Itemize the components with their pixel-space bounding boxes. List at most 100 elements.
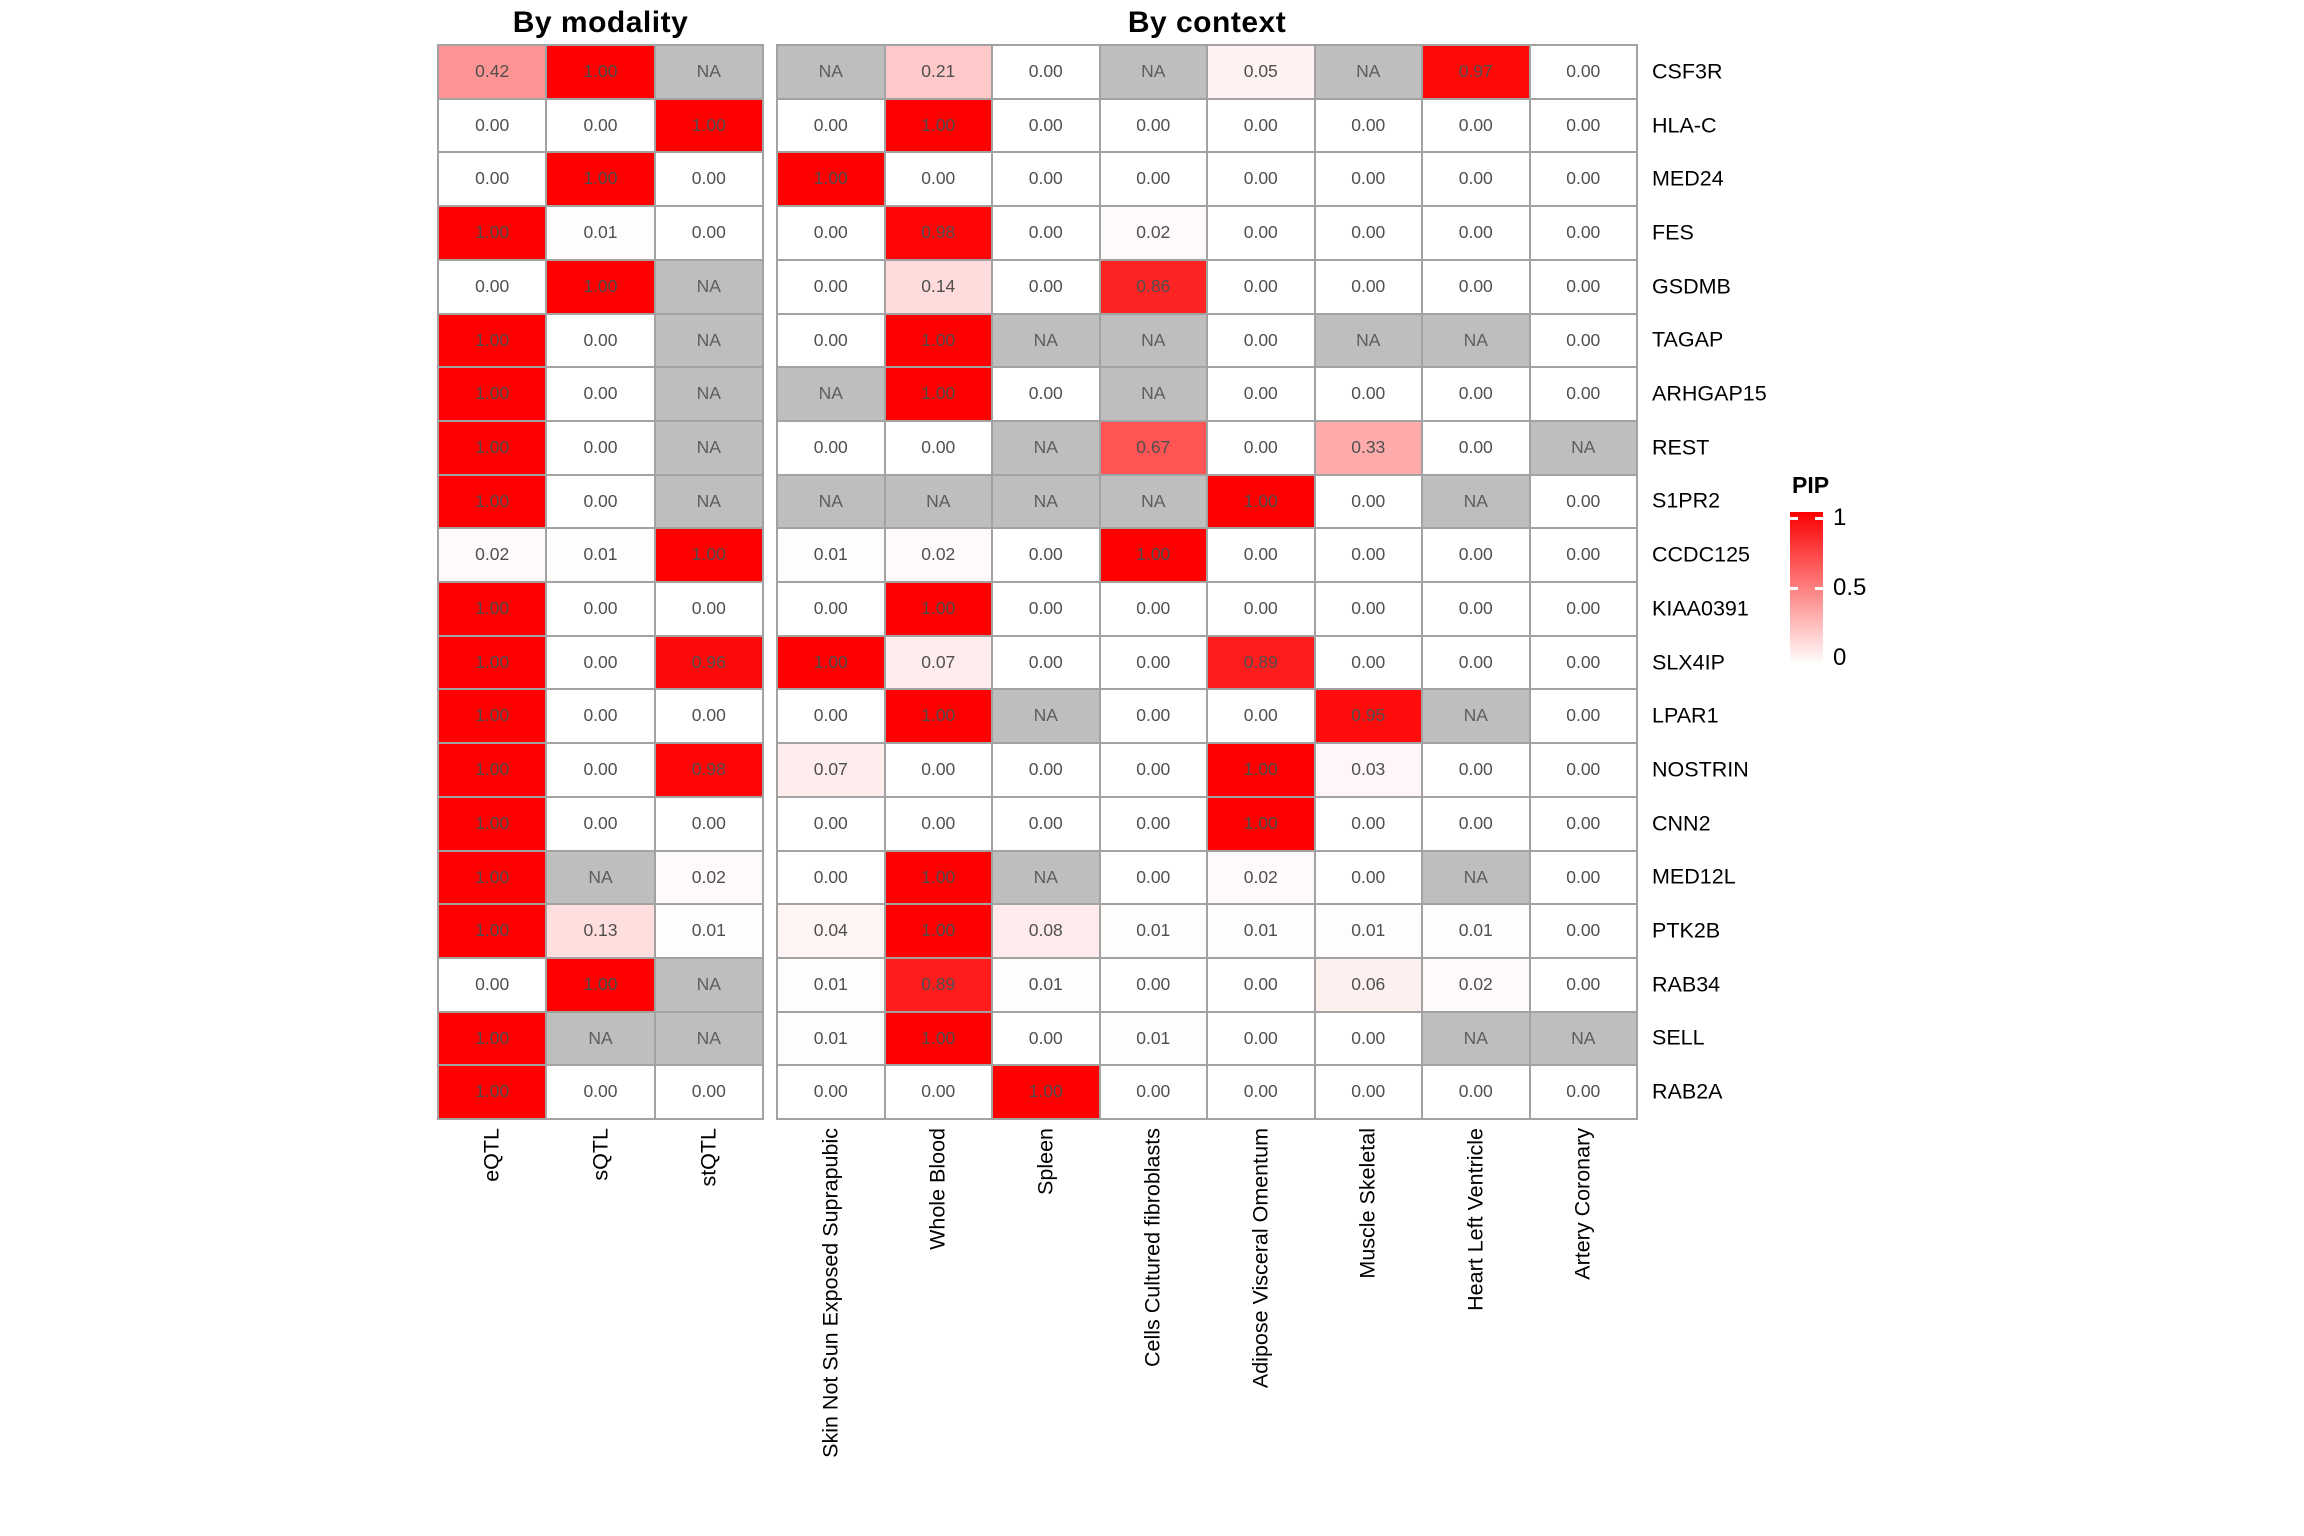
cell-RAB34-Artery-Coronary: 0.00 xyxy=(1530,958,1636,1011)
cell-LPAR1-Cells-Cultured-fibroblasts: 0.00 xyxy=(1100,690,1206,743)
cell-MED24-Spleen: 0.00 xyxy=(993,153,1099,206)
cell-ARHGAP15-stQTL: NA xyxy=(655,368,762,420)
cell-MED24-Whole-Blood: 0.00 xyxy=(885,153,991,206)
cell-GSDMB-stQTL: NA xyxy=(655,260,762,313)
cell-ARHGAP15-Whole-Blood: 1.00 xyxy=(885,368,991,420)
cell-ARHGAP15-Adipose-Visceral-Omentum: 0.00 xyxy=(1208,368,1314,420)
legend-title: PIP xyxy=(1792,472,1830,498)
cell-S1PR2-Cells-Cultured-fibroblasts: NA xyxy=(1100,475,1206,528)
cell-GSDMB-Whole-Blood: 0.14 xyxy=(885,260,991,313)
cell-HLA-C-Skin-Not-Sun-Exposed-Suprapubic: 0.00 xyxy=(778,99,884,152)
cell-NOSTRIN-Muscle-Skeletal: 0.03 xyxy=(1315,744,1421,796)
cell-HLA-C-sQTL: 0.00 xyxy=(547,99,654,152)
gene-label-S1PR2: S1PR2 xyxy=(1652,488,1721,513)
cell-GSDMB-Heart-Left-Ventricle: 0.00 xyxy=(1423,260,1529,313)
cell-MED12L-Muscle-Skeletal: 0.00 xyxy=(1315,851,1421,904)
gene-label-CSF3R: CSF3R xyxy=(1652,59,1723,84)
cell-LPAR1-stQTL: 0.00 xyxy=(655,690,762,743)
cell-RAB2A-eQTL: 1.00 xyxy=(439,1066,546,1118)
cell-SLX4IP-sQTL: 0.00 xyxy=(547,636,654,689)
gene-label-FES: FES xyxy=(1652,220,1694,245)
column-label-Spleen: Spleen xyxy=(1033,1128,1058,1195)
cell-SLX4IP-Artery-Coronary: 0.00 xyxy=(1530,636,1636,689)
cell-CCDC125-Spleen: 0.00 xyxy=(993,529,1099,581)
cell-SELL-Adipose-Visceral-Omentum: 0.00 xyxy=(1208,1012,1314,1065)
cell-PTK2B-stQTL: 0.01 xyxy=(655,905,762,957)
cell-FES-Artery-Coronary: 0.00 xyxy=(1530,207,1636,259)
cell-RAB34-Cells-Cultured-fibroblasts: 0.00 xyxy=(1100,958,1206,1011)
cell-MED12L-Cells-Cultured-fibroblasts: 0.00 xyxy=(1100,851,1206,904)
cell-FES-Adipose-Visceral-Omentum: 0.00 xyxy=(1208,207,1314,259)
cell-NOSTRIN-Spleen: 0.00 xyxy=(993,744,1099,796)
cell-LPAR1-Spleen: NA xyxy=(993,690,1099,743)
cell-NOSTRIN-eQTL: 1.00 xyxy=(439,744,546,796)
cell-S1PR2-eQTL: 1.00 xyxy=(439,475,546,528)
cell-PTK2B-Artery-Coronary: 0.00 xyxy=(1530,905,1636,957)
cell-TAGAP-Artery-Coronary: 0.00 xyxy=(1530,314,1636,367)
cell-RAB2A-Adipose-Visceral-Omentum: 0.00 xyxy=(1208,1066,1314,1118)
cell-S1PR2-Whole-Blood: NA xyxy=(885,475,991,528)
cell-TAGAP-eQTL: 1.00 xyxy=(439,314,546,367)
cell-TAGAP-Skin-Not-Sun-Exposed-Suprapubic: 0.00 xyxy=(778,314,884,367)
gene-label-LPAR1: LPAR1 xyxy=(1652,703,1719,728)
cell-MED24-eQTL: 0.00 xyxy=(439,153,546,206)
cell-MED24-Adipose-Visceral-Omentum: 0.00 xyxy=(1208,153,1314,206)
cell-CNN2-Cells-Cultured-fibroblasts: 0.00 xyxy=(1100,797,1206,850)
cell-TAGAP-stQTL: NA xyxy=(655,314,762,367)
cell-CSF3R-Adipose-Visceral-Omentum: 0.05 xyxy=(1208,46,1314,98)
cell-ARHGAP15-Cells-Cultured-fibroblasts: NA xyxy=(1100,368,1206,420)
cell-S1PR2-Skin-Not-Sun-Exposed-Suprapubic: NA xyxy=(778,475,884,528)
cell-FES-Cells-Cultured-fibroblasts: 0.02 xyxy=(1100,207,1206,259)
cell-CNN2-Spleen: 0.00 xyxy=(993,797,1099,850)
cell-NOSTRIN-sQTL: 0.00 xyxy=(547,744,654,796)
cell-MED12L-Heart-Left-Ventricle: NA xyxy=(1423,851,1529,904)
gene-label-ARHGAP15: ARHGAP15 xyxy=(1652,381,1767,406)
cell-CNN2-Heart-Left-Ventricle: 0.00 xyxy=(1423,797,1529,850)
cell-S1PR2-sQTL: 0.00 xyxy=(547,475,654,528)
gene-label-HLA-C: HLA-C xyxy=(1652,113,1717,138)
cell-LPAR1-eQTL: 1.00 xyxy=(439,690,546,743)
gene-label-CNN2: CNN2 xyxy=(1652,811,1711,836)
cell-CCDC125-stQTL: 1.00 xyxy=(655,529,762,581)
cell-RAB2A-Whole-Blood: 0.00 xyxy=(885,1066,991,1118)
cell-CNN2-Skin-Not-Sun-Exposed-Suprapubic: 0.00 xyxy=(778,797,884,850)
cell-SELL-Cells-Cultured-fibroblasts: 0.01 xyxy=(1100,1012,1206,1065)
gene-label-REST: REST xyxy=(1652,435,1710,460)
cell-ARHGAP15-sQTL: 0.00 xyxy=(547,368,654,420)
cell-NOSTRIN-Whole-Blood: 0.00 xyxy=(885,744,991,796)
cell-MED12L-Artery-Coronary: 0.00 xyxy=(1530,851,1636,904)
cell-HLA-C-Cells-Cultured-fibroblasts: 0.00 xyxy=(1100,99,1206,152)
cell-CCDC125-Heart-Left-Ventricle: 0.00 xyxy=(1423,529,1529,581)
cell-ARHGAP15-Muscle-Skeletal: 0.00 xyxy=(1315,368,1421,420)
cell-GSDMB-sQTL: 1.00 xyxy=(547,260,654,313)
cell-RAB34-sQTL: 1.00 xyxy=(547,958,654,1011)
cell-NOSTRIN-Adipose-Visceral-Omentum: 1.00 xyxy=(1208,744,1314,796)
legend-tick-0.5: 0.5 xyxy=(1833,574,1867,601)
cell-REST-Adipose-Visceral-Omentum: 0.00 xyxy=(1208,421,1314,474)
cell-LPAR1-Adipose-Visceral-Omentum: 0.00 xyxy=(1208,690,1314,743)
cell-ARHGAP15-Artery-Coronary: 0.00 xyxy=(1530,368,1636,420)
cell-SLX4IP-Cells-Cultured-fibroblasts: 0.00 xyxy=(1100,636,1206,689)
cell-RAB2A-Cells-Cultured-fibroblasts: 0.00 xyxy=(1100,1066,1206,1118)
column-label-Heart-Left-Ventricle: Heart Left Ventricle xyxy=(1463,1128,1488,1311)
cell-RAB34-Skin-Not-Sun-Exposed-Suprapubic: 0.01 xyxy=(778,958,884,1011)
cell-LPAR1-Whole-Blood: 1.00 xyxy=(885,690,991,743)
cell-REST-stQTL: NA xyxy=(655,421,762,474)
cell-MED24-sQTL: 1.00 xyxy=(547,153,654,206)
cell-PTK2B-Heart-Left-Ventricle: 0.01 xyxy=(1423,905,1529,957)
cell-SLX4IP-eQTL: 1.00 xyxy=(439,636,546,689)
cell-GSDMB-Artery-Coronary: 0.00 xyxy=(1530,260,1636,313)
cell-KIAA0391-Heart-Left-Ventricle: 0.00 xyxy=(1423,583,1529,635)
cell-TAGAP-Cells-Cultured-fibroblasts: NA xyxy=(1100,314,1206,367)
cell-CNN2-Adipose-Visceral-Omentum: 1.00 xyxy=(1208,797,1314,850)
column-label-Cells-Cultured-fibroblasts: Cells Cultured fibroblasts xyxy=(1140,1128,1165,1367)
column-label-Muscle-Skeletal: Muscle Skeletal xyxy=(1355,1128,1380,1279)
gene-label-NOSTRIN: NOSTRIN xyxy=(1652,757,1749,782)
cell-GSDMB-Adipose-Visceral-Omentum: 0.00 xyxy=(1208,260,1314,313)
cell-CNN2-stQTL: 0.00 xyxy=(655,797,762,850)
gene-label-MED12L: MED12L xyxy=(1652,864,1736,889)
cell-PTK2B-Spleen: 0.08 xyxy=(993,905,1099,957)
legend-tick-0: 0 xyxy=(1833,644,1847,671)
cell-ARHGAP15-Skin-Not-Sun-Exposed-Suprapubic: NA xyxy=(778,368,884,420)
cell-SLX4IP-Muscle-Skeletal: 0.00 xyxy=(1315,636,1421,689)
